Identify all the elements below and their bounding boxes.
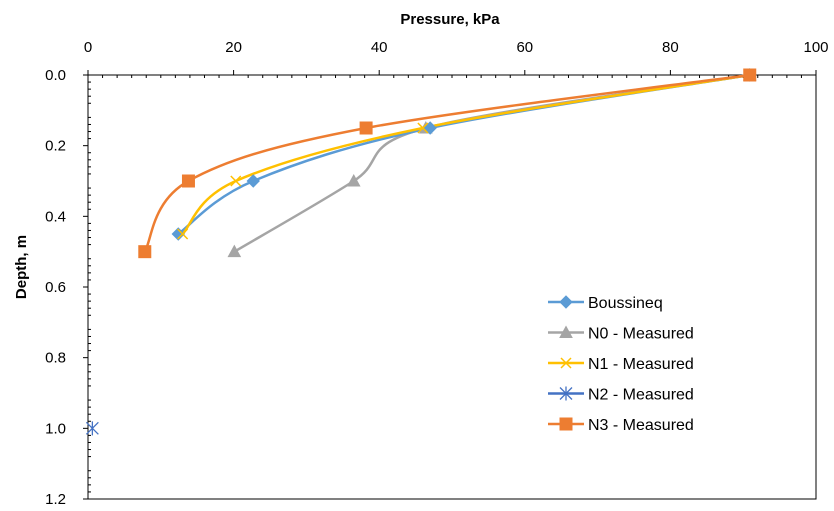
series-line bbox=[143, 73, 750, 253]
x-tick-label: 0 bbox=[84, 39, 92, 56]
series-line bbox=[233, 73, 750, 253]
legend-label: Boussineq bbox=[588, 295, 663, 312]
data-point bbox=[359, 121, 373, 135]
legend-marker bbox=[559, 325, 573, 338]
data-point bbox=[423, 121, 437, 135]
data-point bbox=[171, 227, 185, 241]
legend-marker bbox=[559, 417, 573, 431]
y-tick-label: 1.2 bbox=[45, 491, 66, 508]
x-tick-label: 100 bbox=[803, 39, 828, 56]
legend: Boussineq N0 - Measured N1 - Measured N2 - … bbox=[548, 295, 694, 434]
legend-marker bbox=[560, 357, 572, 369]
x-tick-label: 60 bbox=[516, 39, 533, 56]
data-point bbox=[743, 68, 757, 82]
data-point bbox=[138, 245, 152, 259]
plot-frame bbox=[87, 74, 817, 500]
data-point bbox=[177, 228, 189, 240]
legend-label: N2 - Measured bbox=[588, 387, 694, 404]
legend-label: N1 - Measured bbox=[588, 356, 694, 373]
x-tick-label: 80 bbox=[662, 39, 679, 56]
plot-area: 0 20 40 60 80 100 0.0 0.2 0.4 0.6 0.8 1.0 1.2 bbox=[45, 39, 828, 508]
data-point bbox=[181, 174, 195, 188]
y-tick-label: 0.0 bbox=[45, 67, 66, 84]
legend-marker bbox=[559, 386, 573, 401]
data-point bbox=[246, 174, 260, 188]
x-tick-label: 20 bbox=[225, 39, 242, 56]
y-tick-label: 0.4 bbox=[45, 208, 66, 225]
legend-label: N0 - Measured bbox=[588, 326, 694, 343]
y-tick-label: 1.0 bbox=[45, 420, 66, 437]
legend-label: N3 - Measured bbox=[588, 417, 694, 434]
legend-marker bbox=[559, 295, 573, 309]
y-tick-label: 0.8 bbox=[45, 350, 66, 367]
y-tick-label: 0.6 bbox=[45, 279, 66, 296]
x-tick-label: 40 bbox=[371, 39, 388, 56]
data-point bbox=[230, 175, 242, 187]
data-point bbox=[417, 122, 429, 134]
series-line bbox=[181, 73, 750, 235]
y-axis-title: Depth, m bbox=[13, 235, 30, 299]
y-tick-label: 0.2 bbox=[45, 138, 66, 155]
data-point bbox=[227, 244, 242, 258]
series-line bbox=[177, 73, 750, 236]
data-point bbox=[346, 173, 361, 187]
data-point bbox=[85, 421, 99, 436]
x-axis-title: Pressure, kPa bbox=[400, 11, 500, 28]
